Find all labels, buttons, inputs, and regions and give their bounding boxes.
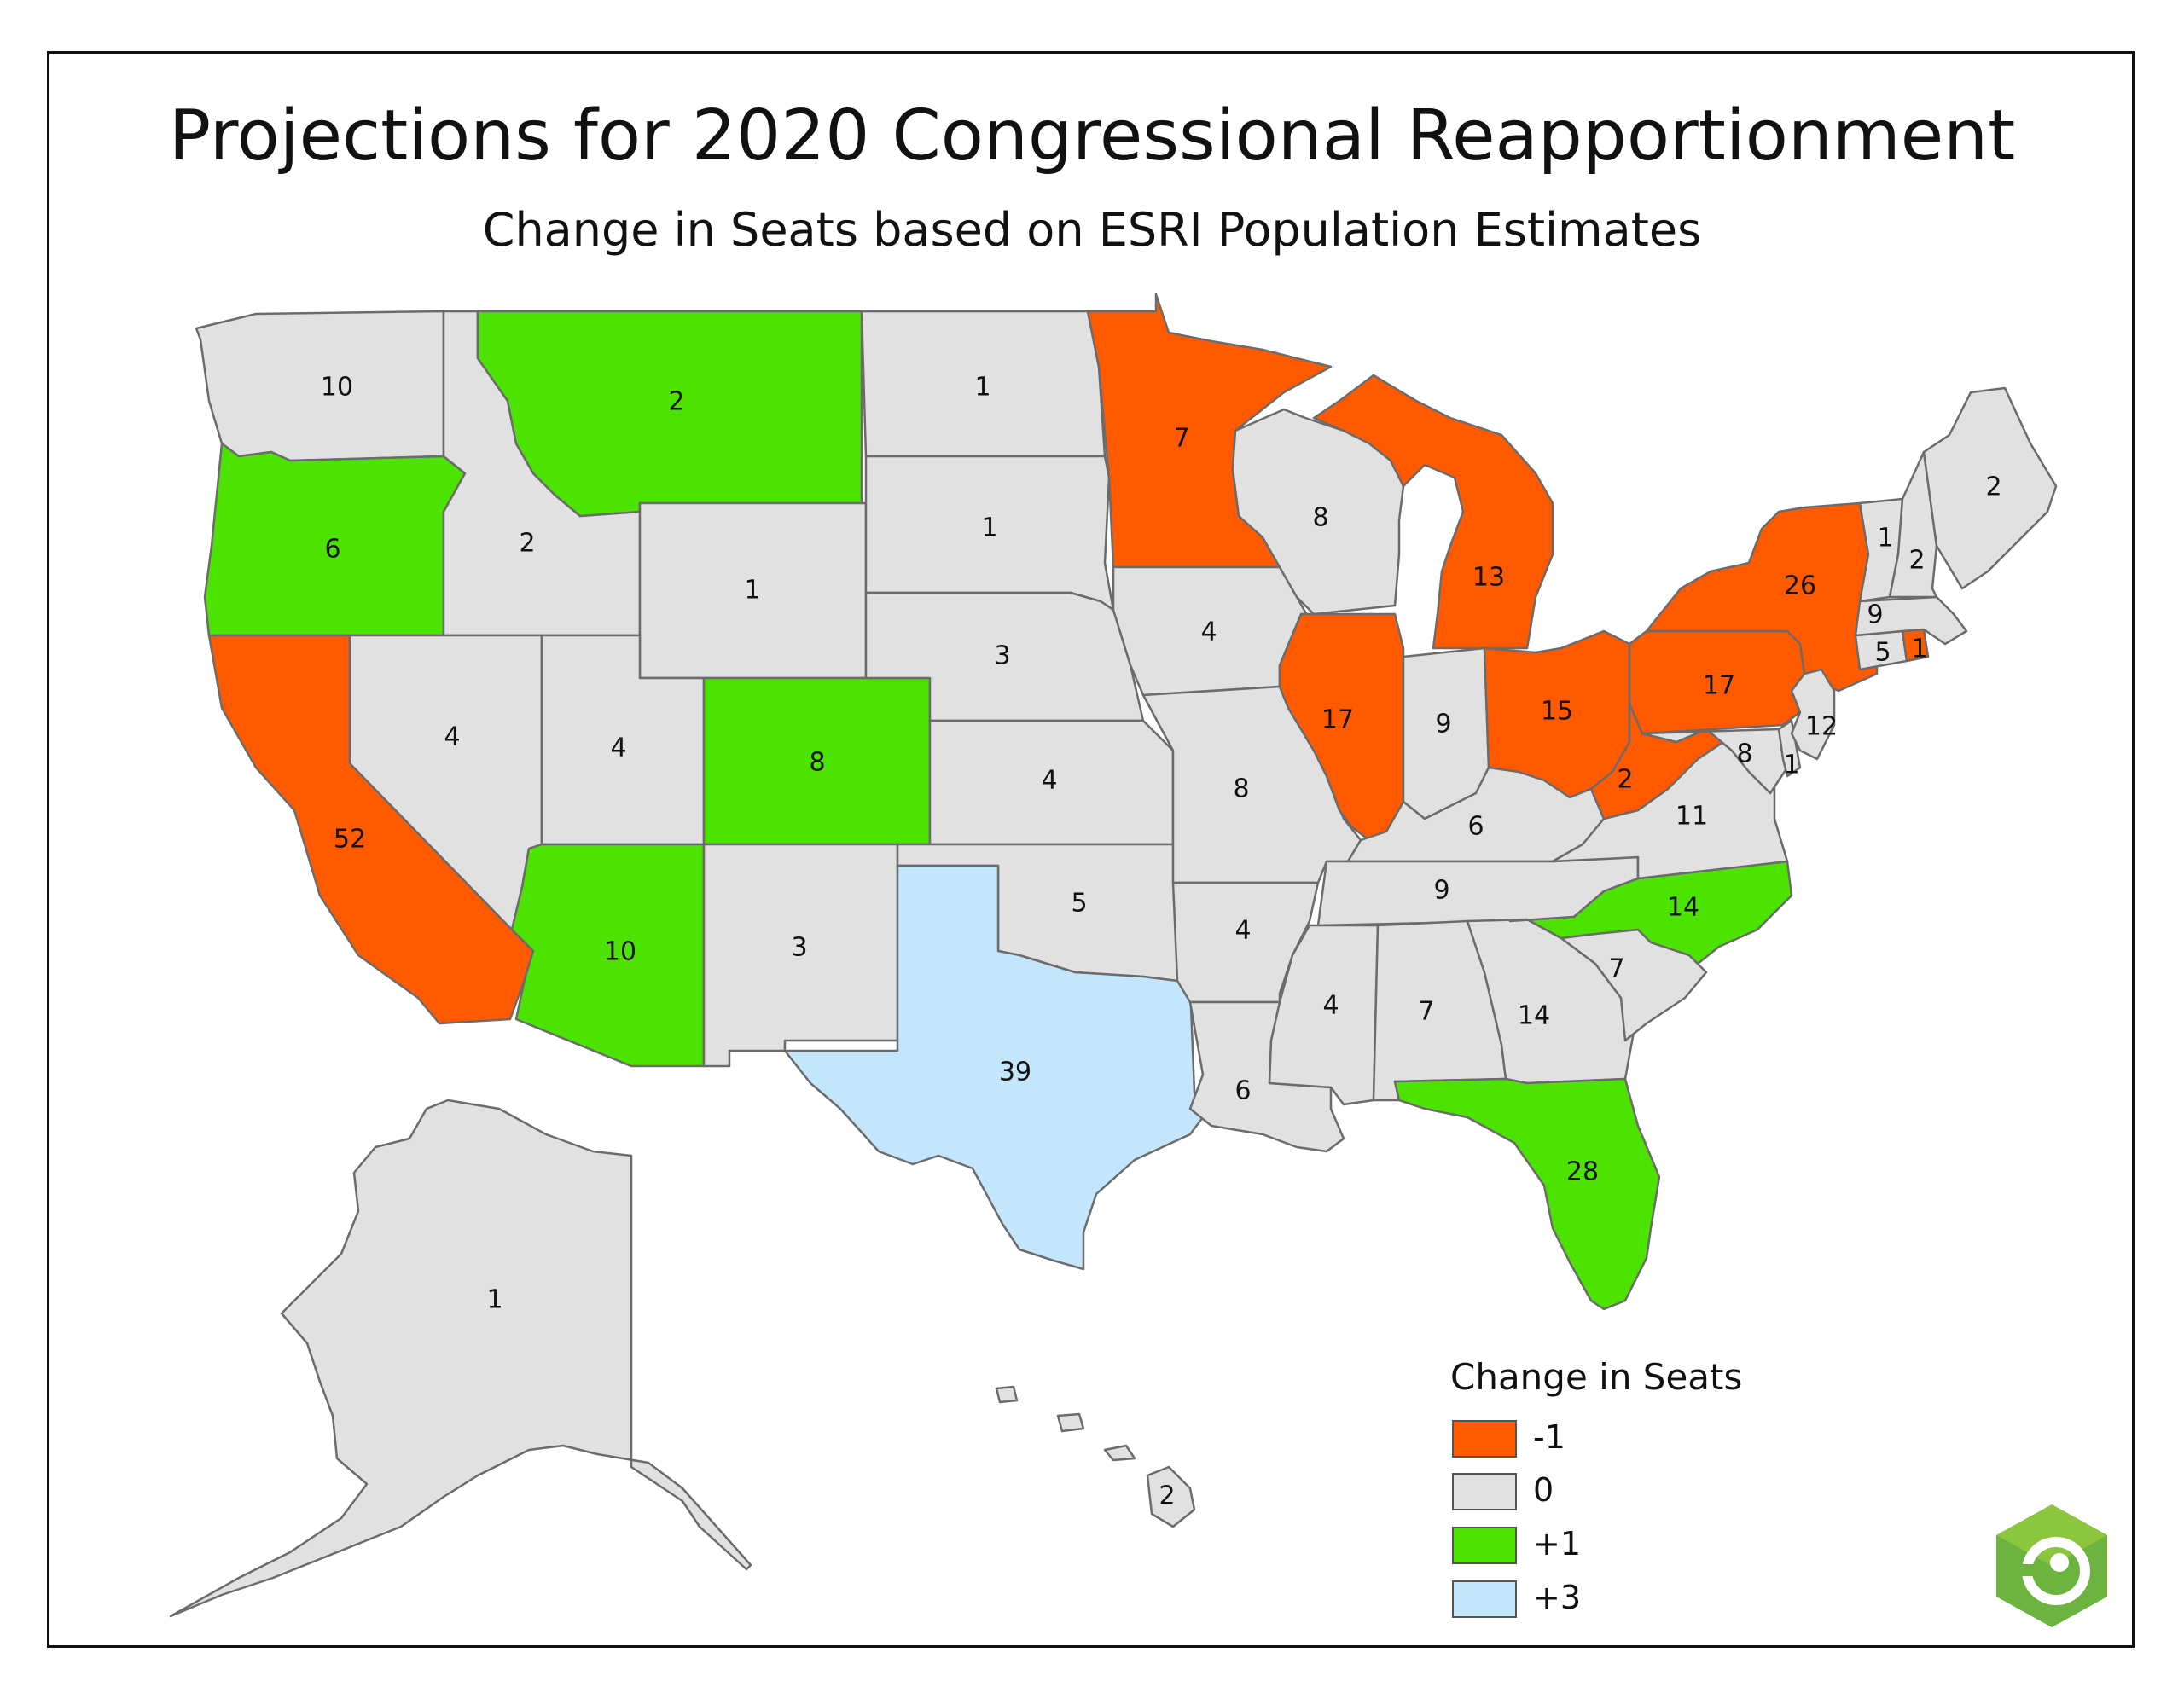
- seat-label-wi: 8: [1312, 503, 1328, 533]
- legend-swatch-plus1: [1452, 1527, 1517, 1564]
- seat-label-or: 6: [324, 535, 340, 565]
- seat-label-la: 6: [1234, 1076, 1251, 1106]
- seat-label-ky: 6: [1467, 812, 1484, 842]
- seat-label-ia: 4: [1200, 617, 1217, 647]
- state-ma[interactable]: [1854, 595, 1968, 646]
- seat-label-ar: 4: [1234, 916, 1251, 946]
- seat-label-tx: 39: [999, 1058, 1031, 1087]
- legend-label-zero: 0: [1533, 1471, 1554, 1509]
- seat-label-mt: 2: [668, 387, 684, 417]
- seat-label-ny: 26: [1784, 571, 1816, 601]
- state-fl[interactable]: [1393, 1077, 1661, 1311]
- state-mt[interactable]: [476, 310, 863, 518]
- state-ar[interactable]: [1171, 881, 1320, 1004]
- seat-label-il: 17: [1321, 705, 1354, 735]
- state-nd[interactable]: [860, 310, 1107, 458]
- map-subtitle: Change in Seats based on ESRI Population…: [482, 203, 1702, 257]
- seat-label-sd: 1: [981, 513, 997, 543]
- state-hi[interactable]: [1146, 1465, 1196, 1528]
- seat-label-id: 2: [519, 529, 535, 559]
- state-mn[interactable]: [1086, 293, 1333, 569]
- seat-label-md: 8: [1736, 739, 1752, 769]
- seat-label-mi: 13: [1472, 563, 1505, 593]
- seat-label-wy: 1: [744, 576, 760, 606]
- seat-label-ga: 14: [1518, 1001, 1550, 1031]
- seat-label-vt: 1: [1877, 524, 1893, 554]
- seat-label-oh: 15: [1541, 697, 1573, 727]
- hawaii-island-oahu: [1056, 1412, 1085, 1433]
- state-me[interactable]: [1922, 386, 2058, 590]
- seat-label-mo: 8: [1233, 774, 1249, 804]
- legend-swatch-zero: [1452, 1473, 1517, 1510]
- seat-label-al: 7: [1418, 997, 1434, 1027]
- seat-label-nm: 3: [791, 933, 807, 963]
- state-de[interactable]: [1777, 719, 1802, 778]
- legend-swatch-plus3: [1452, 1580, 1517, 1618]
- seat-label-fl: 28: [1566, 1157, 1599, 1187]
- seat-label-de: 1: [1783, 751, 1799, 780]
- seat-label-nc: 14: [1667, 893, 1699, 923]
- legend-swatch-minus1: [1452, 1420, 1517, 1458]
- state-nc[interactable]: [1508, 860, 1793, 965]
- seat-label-ct: 5: [1874, 638, 1891, 668]
- seat-label-ri: 1: [1911, 635, 1927, 664]
- hawaii-island-kauai: [995, 1385, 1019, 1404]
- seat-label-nj: 12: [1805, 712, 1838, 742]
- state-ak[interactable]: [169, 1099, 752, 1618]
- state-tx[interactable]: [783, 864, 1205, 1271]
- seat-label-wv: 2: [1617, 765, 1633, 795]
- seat-label-hi: 2: [1159, 1481, 1175, 1511]
- seat-label-tn: 9: [1433, 876, 1449, 906]
- hawaii-island-maui: [1103, 1444, 1136, 1462]
- seat-label-ne: 3: [994, 641, 1010, 671]
- seat-label-mn: 7: [1173, 424, 1189, 454]
- state-nj[interactable]: [1790, 668, 1836, 761]
- seat-label-pa: 17: [1703, 671, 1735, 701]
- seat-label-me: 2: [1985, 472, 2001, 502]
- seat-label-ks: 4: [1041, 766, 1057, 796]
- seat-label-ms: 4: [1322, 991, 1339, 1021]
- seat-label-ak: 1: [486, 1285, 502, 1315]
- seat-label-va: 11: [1676, 802, 1708, 832]
- seat-label-nd: 1: [974, 373, 990, 403]
- legend-label-plus3: +3: [1533, 1579, 1582, 1616]
- seat-label-ca: 52: [334, 825, 366, 855]
- legend-label-plus1: +1: [1533, 1525, 1582, 1562]
- seat-label-az: 10: [604, 937, 636, 967]
- state-wi[interactable]: [1231, 408, 1405, 616]
- map-title: Projections for 2020 Congressional Reapp…: [168, 96, 2016, 177]
- seat-label-sc: 7: [1608, 954, 1624, 984]
- seat-label-co: 8: [809, 748, 825, 778]
- seat-label-wa: 10: [321, 373, 353, 403]
- legend-label-minus1: -1: [1533, 1418, 1565, 1456]
- esri-logo-icon: [1996, 1504, 2107, 1627]
- seat-label-in: 9: [1435, 710, 1451, 739]
- state-mi[interactable]: [1312, 374, 1554, 650]
- seat-label-ut: 4: [610, 733, 626, 763]
- seat-label-ma: 9: [1867, 600, 1883, 630]
- seat-label-nh: 2: [1908, 546, 1925, 576]
- seat-label-nv: 4: [444, 722, 460, 752]
- seat-label-ok: 5: [1071, 889, 1087, 919]
- legend-title: Change in Seats: [1450, 1356, 1743, 1398]
